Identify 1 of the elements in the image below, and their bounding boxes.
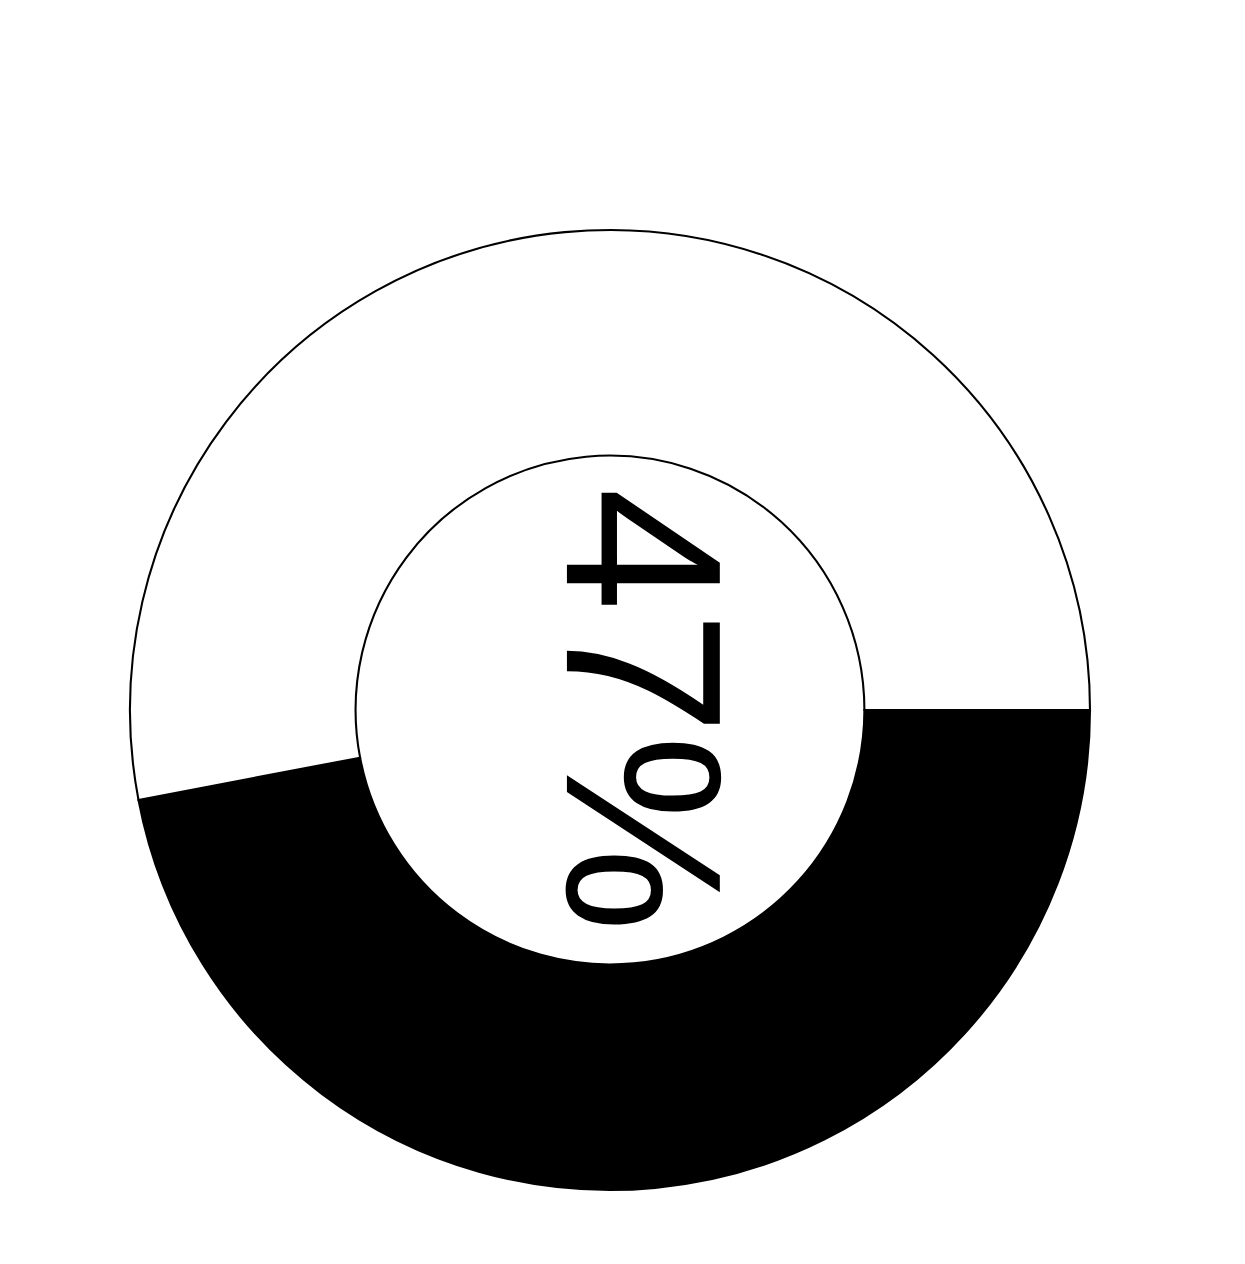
text: 47% <box>565 492 722 925</box>
